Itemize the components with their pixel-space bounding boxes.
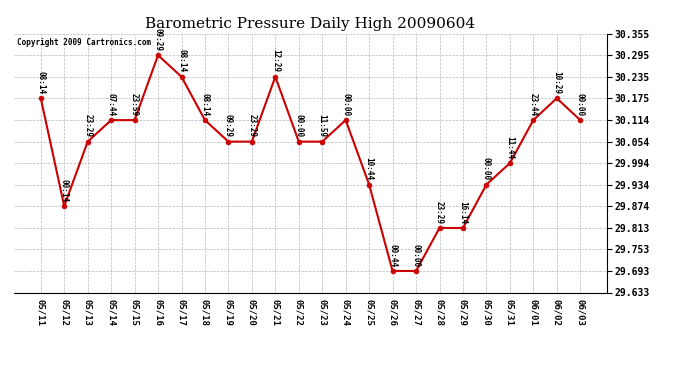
Text: 09:29: 09:29	[224, 114, 233, 138]
Text: 00:00: 00:00	[575, 93, 584, 116]
Text: 23:59: 23:59	[130, 93, 139, 116]
Text: Copyright 2009 Cartronics.com: Copyright 2009 Cartronics.com	[17, 38, 151, 46]
Text: 00:00: 00:00	[341, 93, 351, 116]
Text: 10:44: 10:44	[364, 158, 374, 180]
Text: 00:00: 00:00	[482, 158, 491, 180]
Text: 12:29: 12:29	[270, 50, 280, 73]
Text: 00:44: 00:44	[388, 244, 397, 267]
Text: 11:44: 11:44	[505, 136, 514, 159]
Text: 00:14: 00:14	[60, 179, 69, 202]
Text: 23:29: 23:29	[435, 201, 444, 224]
Text: 23:29: 23:29	[83, 114, 92, 138]
Text: 00:00: 00:00	[411, 244, 420, 267]
Title: Barometric Pressure Daily High 20090604: Barometric Pressure Daily High 20090604	[146, 17, 475, 31]
Text: 09:29: 09:29	[154, 28, 163, 51]
Text: 23:44: 23:44	[529, 93, 538, 116]
Text: 23:29: 23:29	[247, 114, 257, 138]
Text: 16:14: 16:14	[458, 201, 467, 224]
Text: 00:00: 00:00	[294, 114, 304, 138]
Text: 08:14: 08:14	[177, 50, 186, 73]
Text: 10:29: 10:29	[552, 71, 561, 94]
Text: 11:59: 11:59	[317, 114, 327, 138]
Text: 08:14: 08:14	[37, 71, 46, 94]
Text: 08:14: 08:14	[201, 93, 210, 116]
Text: 07:44: 07:44	[107, 93, 116, 116]
